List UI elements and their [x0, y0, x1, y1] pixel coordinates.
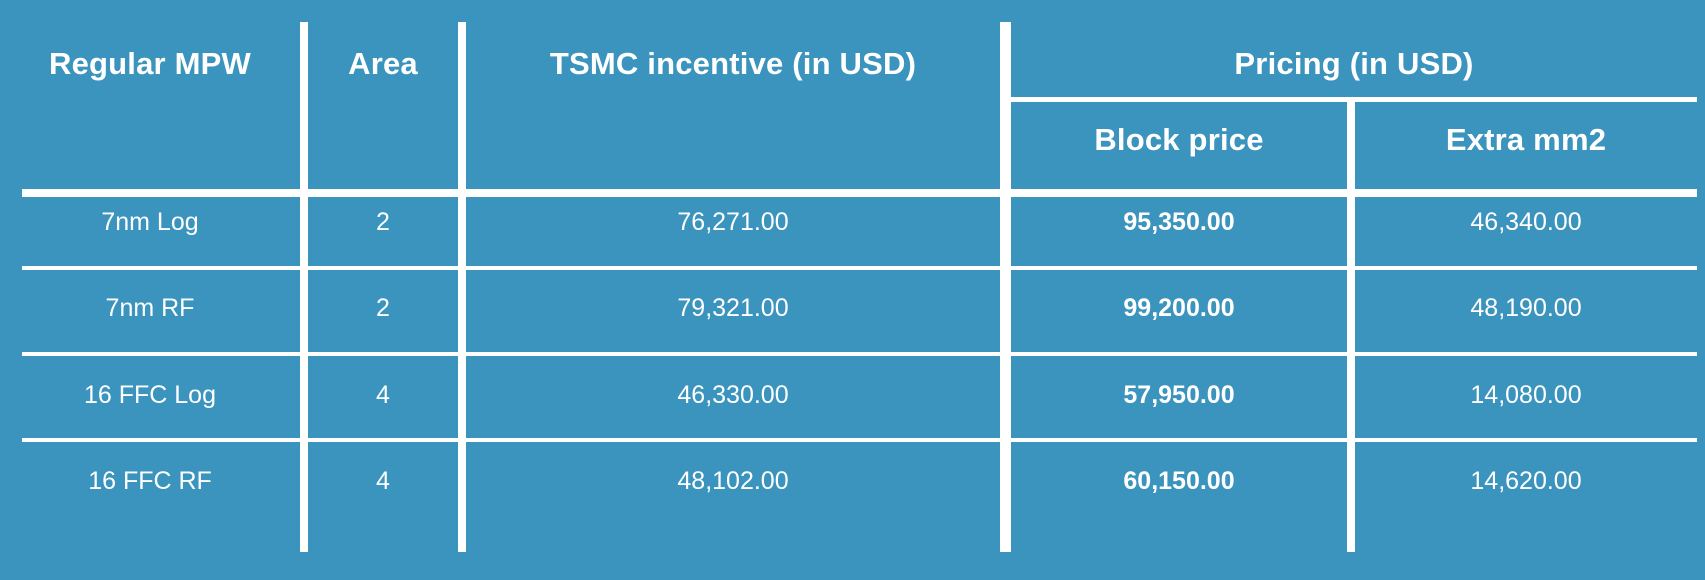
table-row: 95,350.00	[1123, 208, 1235, 236]
table-row: 16 FFC RF	[88, 467, 212, 495]
table-row: 57,950.00	[1123, 381, 1235, 409]
header-area: Area	[348, 46, 418, 81]
table-row: 7nm Log	[101, 208, 199, 236]
row-separator-1	[22, 266, 1697, 270]
table-row: 14,620.00	[1470, 467, 1582, 495]
table-row: 46,340.00	[1470, 208, 1582, 236]
table-row: 2	[376, 208, 390, 236]
header-pricing-group: Pricing (in USD)	[1234, 46, 1474, 81]
column-divider-2	[458, 22, 466, 552]
table-row: 4	[376, 381, 390, 409]
pricing-group-rule	[1010, 97, 1697, 102]
table-row: 2	[376, 294, 390, 322]
header-block-price: Block price	[1094, 122, 1264, 157]
table-row: 48,190.00	[1470, 294, 1582, 322]
header-extra-mm2: Extra mm2	[1445, 122, 1607, 157]
table-row: 46,330.00	[677, 381, 789, 409]
header-separator-rule	[22, 189, 1697, 197]
column-divider-4	[1347, 100, 1355, 552]
table-row: 48,102.00	[677, 467, 789, 495]
table-row: 76,271.00	[677, 208, 789, 236]
table-row: 16 FFC Log	[83, 381, 216, 409]
column-divider-3	[1000, 22, 1011, 552]
column-divider-1	[300, 22, 308, 552]
header-tsmc-incentive: TSMC incentive (in USD)	[549, 46, 917, 81]
table-row: 4	[376, 467, 390, 495]
table-row: 7nm RF	[105, 294, 195, 322]
header-regular-mpw: Regular MPW	[49, 46, 251, 81]
table-row: 79,321.00	[677, 294, 789, 322]
table-row: 99,200.00	[1123, 294, 1235, 322]
table-row: 60,150.00	[1123, 467, 1235, 495]
row-separator-2	[22, 352, 1697, 356]
table-row: 14,080.00	[1470, 381, 1582, 409]
row-separator-3	[22, 438, 1697, 442]
